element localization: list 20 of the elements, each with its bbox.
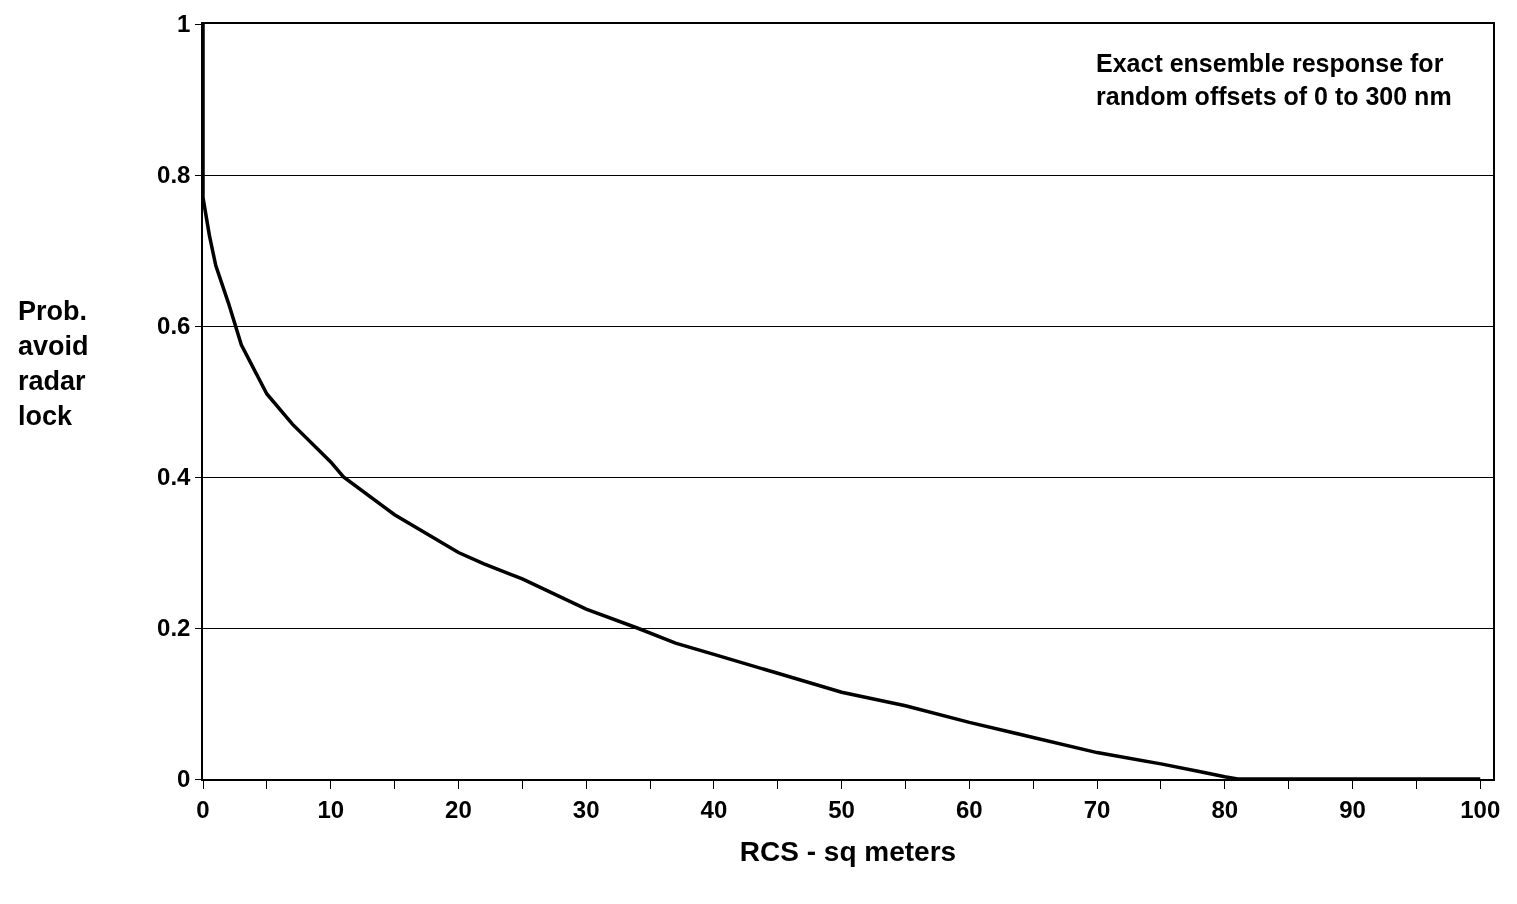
x-axis-title: RCS - sq meters <box>739 836 957 868</box>
y-tick-label: 0 <box>177 765 191 793</box>
y-axis-title: Prob. avoid radar lock <box>18 296 89 432</box>
x-tick-label: 30 <box>572 795 600 823</box>
x-tick-label: 70 <box>1083 795 1111 823</box>
annotation: Exact ensemble response for random offsets of 0 to 300 nm <box>1096 49 1452 110</box>
x-tick-label: 80 <box>1211 795 1239 823</box>
x-tick-label: 60 <box>955 795 983 823</box>
x-tick-label: 20 <box>445 795 472 823</box>
x-tick-label: 100 <box>1460 795 1501 823</box>
x-tick-label: 10 <box>317 795 345 823</box>
x-tick-label: 0 <box>196 795 210 823</box>
x-tick-label: 90 <box>1339 795 1366 823</box>
y-tick-label: 1 <box>177 10 191 38</box>
x-tick-label: 50 <box>828 795 855 823</box>
y-tick-label: 0.2 <box>157 614 191 642</box>
y-tick-label: 0.4 <box>157 463 192 491</box>
y-tick-label: 0.8 <box>157 161 191 189</box>
y-tick-label: 0.6 <box>157 312 191 340</box>
x-tick-label: 40 <box>700 795 728 823</box>
